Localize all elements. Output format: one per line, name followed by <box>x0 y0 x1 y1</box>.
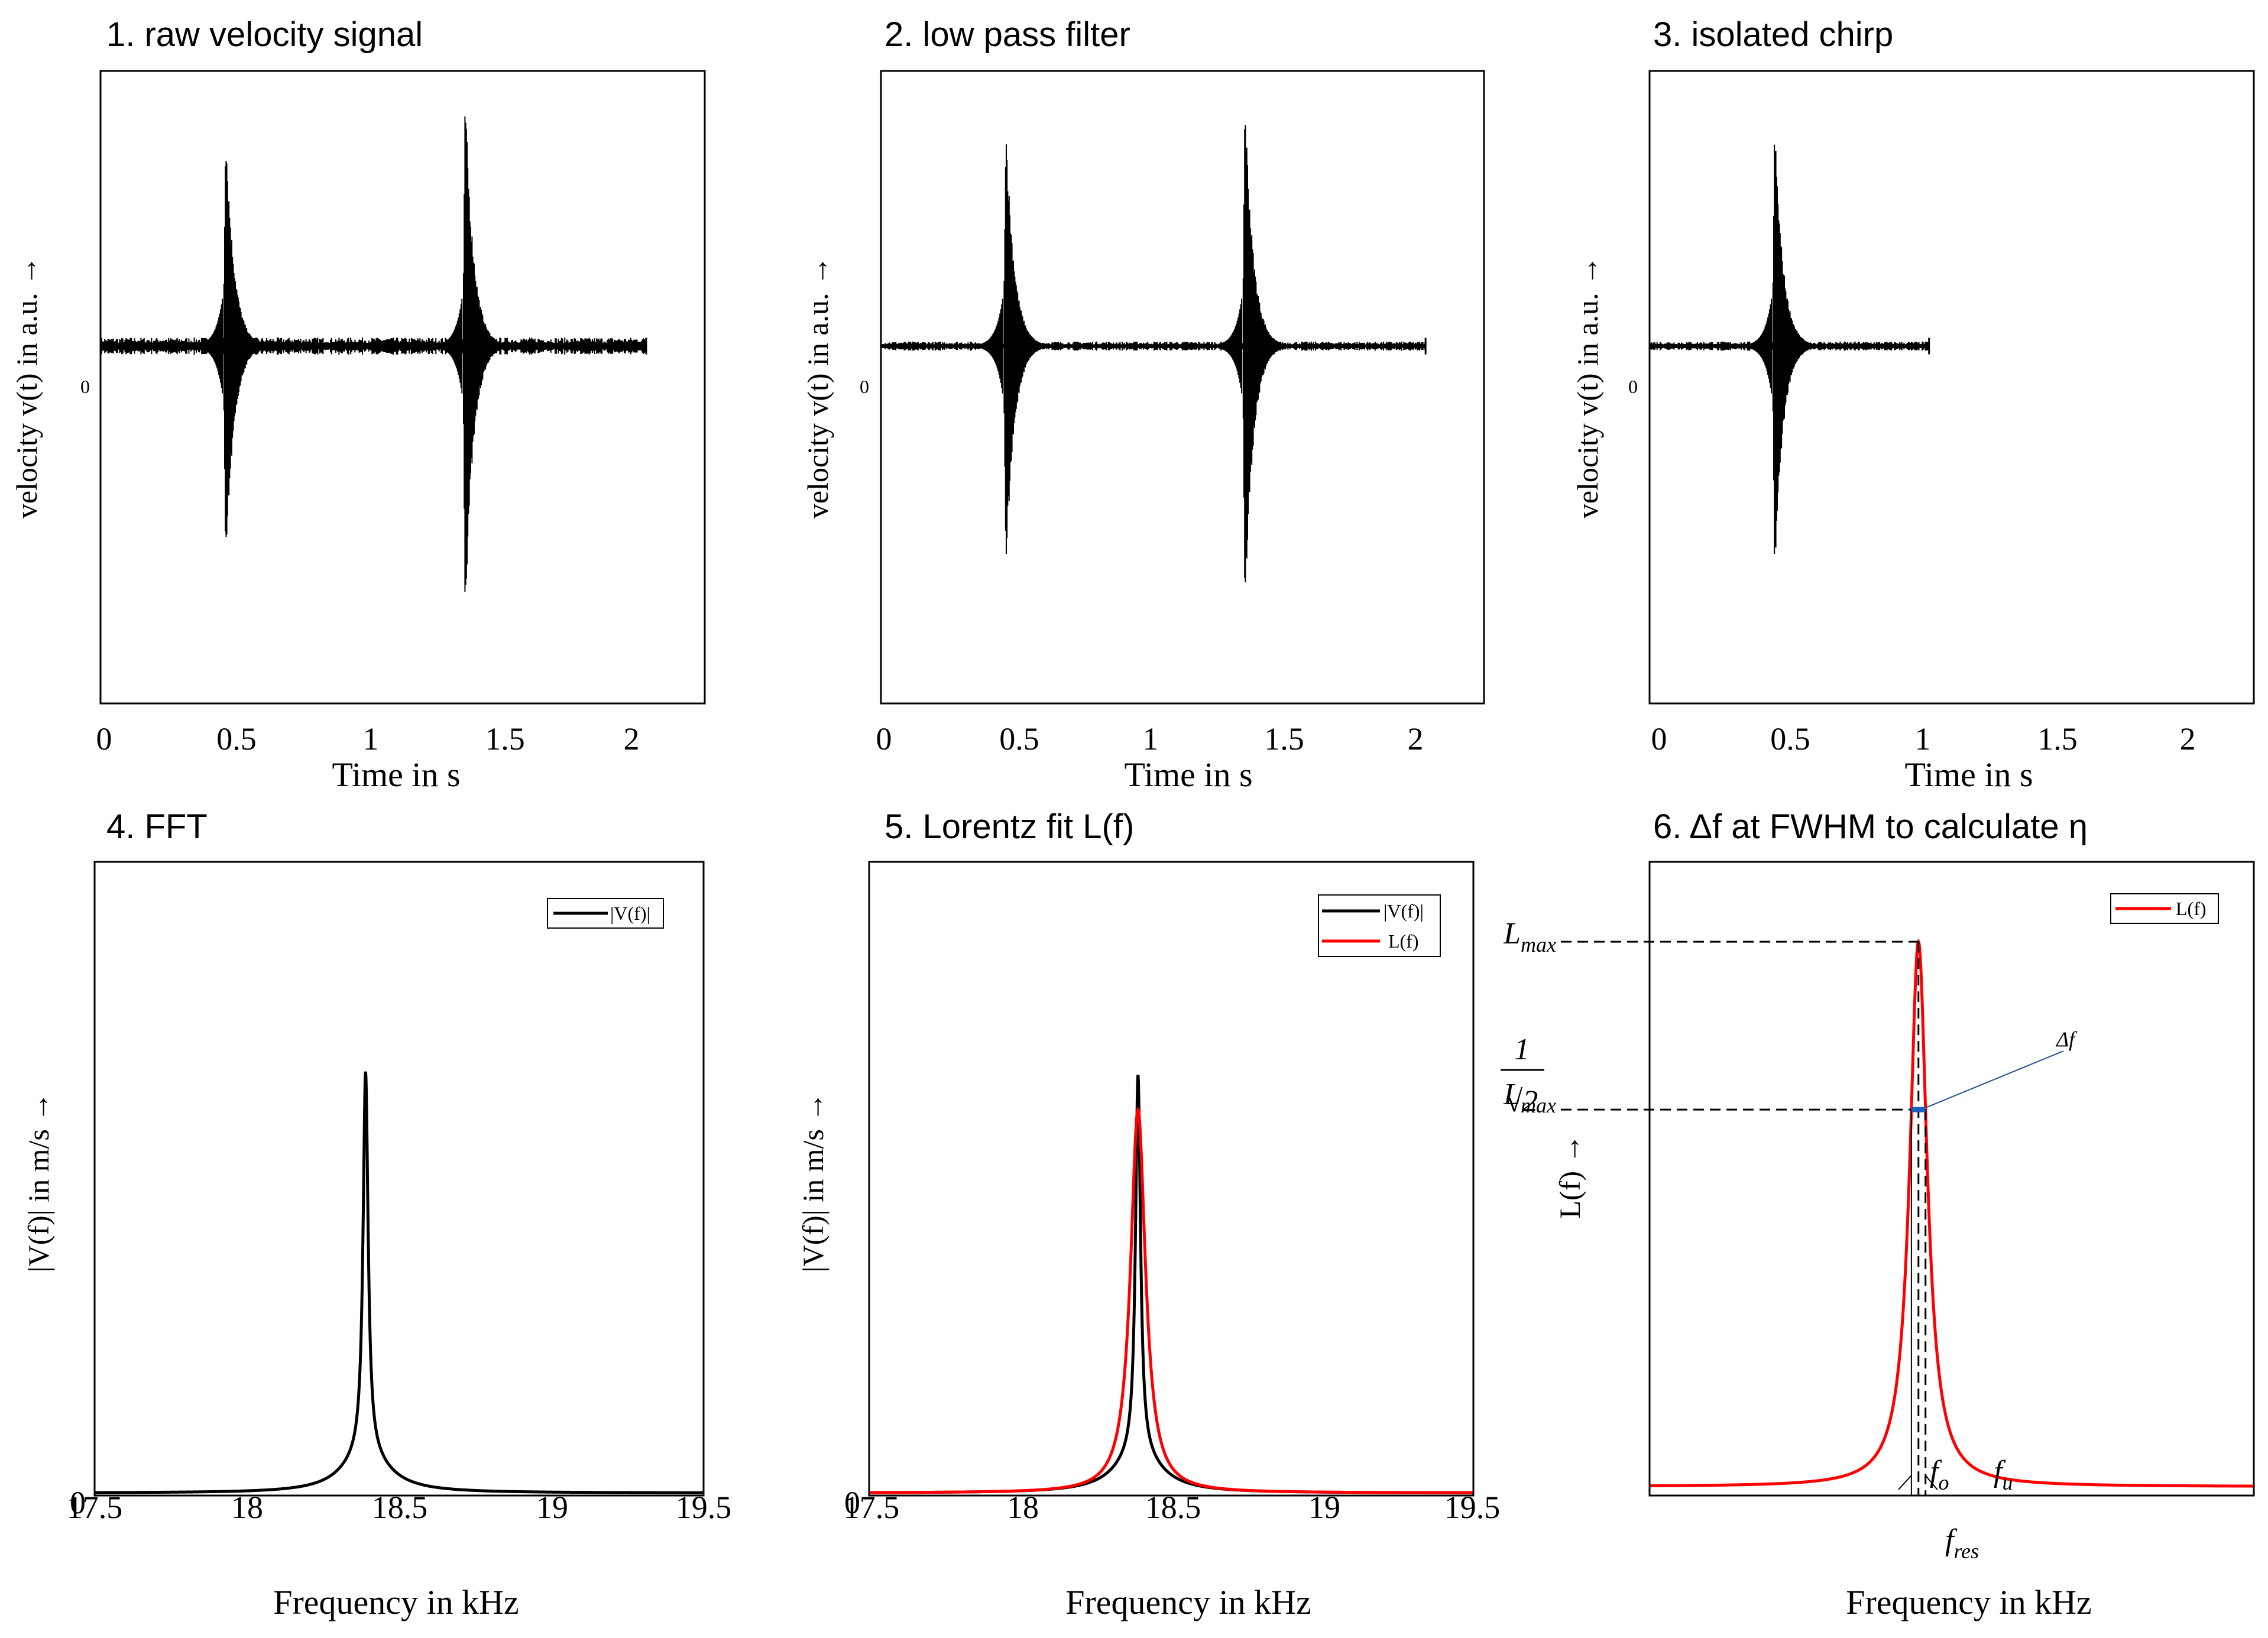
fraction-denominator: √2 <box>1506 1085 1538 1118</box>
panel-3-burst-1 <box>1750 144 1840 554</box>
panel-6-legend: L(f) <box>2110 893 2219 924</box>
panel-2-noise-trace <box>880 341 1426 351</box>
panel-5-plot-frame <box>868 861 1475 1497</box>
panel-5-legend-label-0: |V(f)| <box>1384 900 1424 922</box>
lmax-label: Lmax <box>1503 917 1556 956</box>
panel-1-xtick-2: 1 <box>363 721 379 757</box>
panel-2-curve-layer <box>880 125 1427 583</box>
fo-label: fo <box>1930 1455 1949 1494</box>
fres-label: fres <box>1945 1523 1979 1563</box>
panel-4-series-vf <box>95 1071 704 1494</box>
panel-2-title: 2. low pass filter <box>884 15 1130 54</box>
panel-5-xlabel: Frequency in kHz <box>1065 1583 1311 1621</box>
fo-leader <box>1898 1475 1912 1490</box>
panel-1-xtick-4: 2 <box>624 721 640 757</box>
panel-6-title: 6. Δf at FWHM to calculate η <box>1653 807 2088 846</box>
panel-5-legend-box <box>1318 894 1441 957</box>
panel-2: 2. low pass filter 0 0.5 1 1.5 2 0 Time … <box>801 15 1485 794</box>
panel-6-legend-label-0: L(f) <box>2176 898 2207 919</box>
panel-1-xtick-3: 1.5 <box>485 721 525 757</box>
panel-3-xtick-3: 1.5 <box>2037 721 2078 757</box>
panel-1-ytick-0: 0 <box>80 376 90 397</box>
panel-5-ylabel: |V(f)| in m/s → <box>796 1092 830 1273</box>
fraction-numerator: 1 <box>1514 1033 1530 1066</box>
panel-6-curve-layer <box>1649 938 2254 1488</box>
panel-4-xtick-0: 17.5 <box>67 1490 123 1525</box>
panel-4-xtick-3: 19 <box>536 1490 568 1525</box>
panel-1-title: 1. raw velocity signal <box>106 15 423 54</box>
panel-1-burst-2 <box>440 116 530 592</box>
panel-1-xtick-0: 0 <box>96 721 112 757</box>
panel-3-plot-frame <box>1648 70 2255 705</box>
panel-4: 4. FFT |V(f)| 17.5 18 18.5 19 19.5 0 Fre… <box>22 807 731 1621</box>
panel-1-xtick-1: 0.5 <box>216 721 257 757</box>
panel-2-plot-frame <box>880 70 1485 705</box>
panel-3-curve-layer <box>1649 144 1930 554</box>
panel-4-title: 4. FFT <box>106 807 208 846</box>
panel-6-xlabel: Frequency in kHz <box>1846 1583 2092 1621</box>
panel-2-xtick-1: 0.5 <box>999 721 1039 757</box>
panel-1: 1. raw velocity signal 0 0.5 1 1.5 2 0 T… <box>10 15 706 794</box>
panel-1-xlabel: Time in s <box>332 755 460 794</box>
panel-2-ylabel: velocity v(t) in a.u. → <box>801 256 834 518</box>
panel-4-ytick-0: 0 <box>70 1485 86 1520</box>
panel-5-xtick-0: 17.5 <box>844 1490 900 1525</box>
panel-5-curve-layer <box>869 1075 1473 1494</box>
panel-1-noise-trace <box>100 338 647 355</box>
panel-4-xlabel: Frequency in kHz <box>273 1583 519 1621</box>
panel-5: 5. Lorentz fit L(f) |V(f)| L(f) 17.5 18 … <box>796 807 1500 1621</box>
panel-2-xlabel: Time in s <box>1124 755 1252 794</box>
panel-4-legend-label-0: |V(f)| <box>610 903 650 924</box>
panel-2-xtick-2: 1 <box>1143 721 1159 757</box>
panel-5-title: 5. Lorentz fit L(f) <box>884 807 1134 846</box>
panel-3-xtick-2: 1 <box>1915 721 1931 757</box>
panel-2-xtick-3: 1.5 <box>1264 721 1304 757</box>
panel-5-xtick-1: 18 <box>1007 1490 1039 1525</box>
panel-4-legend: |V(f)| <box>547 898 664 929</box>
panel-3-ytick-0: 0 <box>1628 376 1638 397</box>
panel-2-xtick-0: 0 <box>876 721 892 757</box>
fu-leader <box>1924 1475 1938 1490</box>
panel-4-xtick-2: 18.5 <box>372 1490 428 1525</box>
panel-6: 6. Δf at FWHM to calculate η L(f) LmaxLm… <box>1501 807 2255 1621</box>
panel-4-plot-frame <box>93 861 705 1497</box>
panel-5-series-lf <box>869 1107 1473 1494</box>
panel-5-xtick-3: 19 <box>1308 1490 1340 1525</box>
panel-4-curve-layer <box>95 1071 704 1494</box>
panel-3-xtick-0: 0 <box>1651 721 1667 757</box>
panel-5-legend-label-1: L(f) <box>1388 930 1419 952</box>
panel-5-xtick-2: 18.5 <box>1145 1490 1201 1525</box>
panel-3-xtick-4: 2 <box>2180 721 2196 757</box>
panel-4-ylabel: |V(f)| in m/s → <box>22 1092 55 1273</box>
panel-6-ylabel: L(f) → <box>1553 1134 1586 1219</box>
panel-3-xtick-1: 0.5 <box>1770 721 1810 757</box>
panel-1-plot-frame <box>99 70 706 705</box>
delta-f-leader <box>1926 1050 2064 1108</box>
panel-3: 3. isolated chirp 0 0.5 1 1.5 2 0 Time i… <box>1571 15 2255 794</box>
panel-2-burst-2 <box>1220 125 1310 583</box>
panel-1-curve-layer <box>100 116 647 592</box>
panel-2-xtick-4: 2 <box>1408 721 1424 757</box>
panel-2-ytick-0: 0 <box>860 376 869 397</box>
panel-5-legend: |V(f)| L(f) <box>1318 894 1441 957</box>
panel-4-xtick-1: 18 <box>231 1490 263 1525</box>
fu-label: fu <box>1994 1455 2013 1494</box>
panel-3-title: 3. isolated chirp <box>1653 15 1893 54</box>
panel-5-xtick-4: 19.5 <box>1444 1490 1501 1525</box>
panel-3-ylabel: velocity v(t) in a.u. → <box>1571 256 1604 518</box>
panel-1-ylabel: velocity v(t) in a.u. → <box>10 256 43 518</box>
panel-6-series-lf <box>1649 938 2254 1488</box>
panel-3-xlabel: Time in s <box>1904 755 2033 794</box>
panel-4-xtick-4: 19.5 <box>676 1490 732 1525</box>
delta-f-label: Δf <box>2055 1027 2078 1051</box>
panel-5-series-vf <box>869 1075 1473 1494</box>
panel-5-ytick-0: 0 <box>844 1485 860 1520</box>
panel-6-plot-frame <box>1648 861 2255 1497</box>
